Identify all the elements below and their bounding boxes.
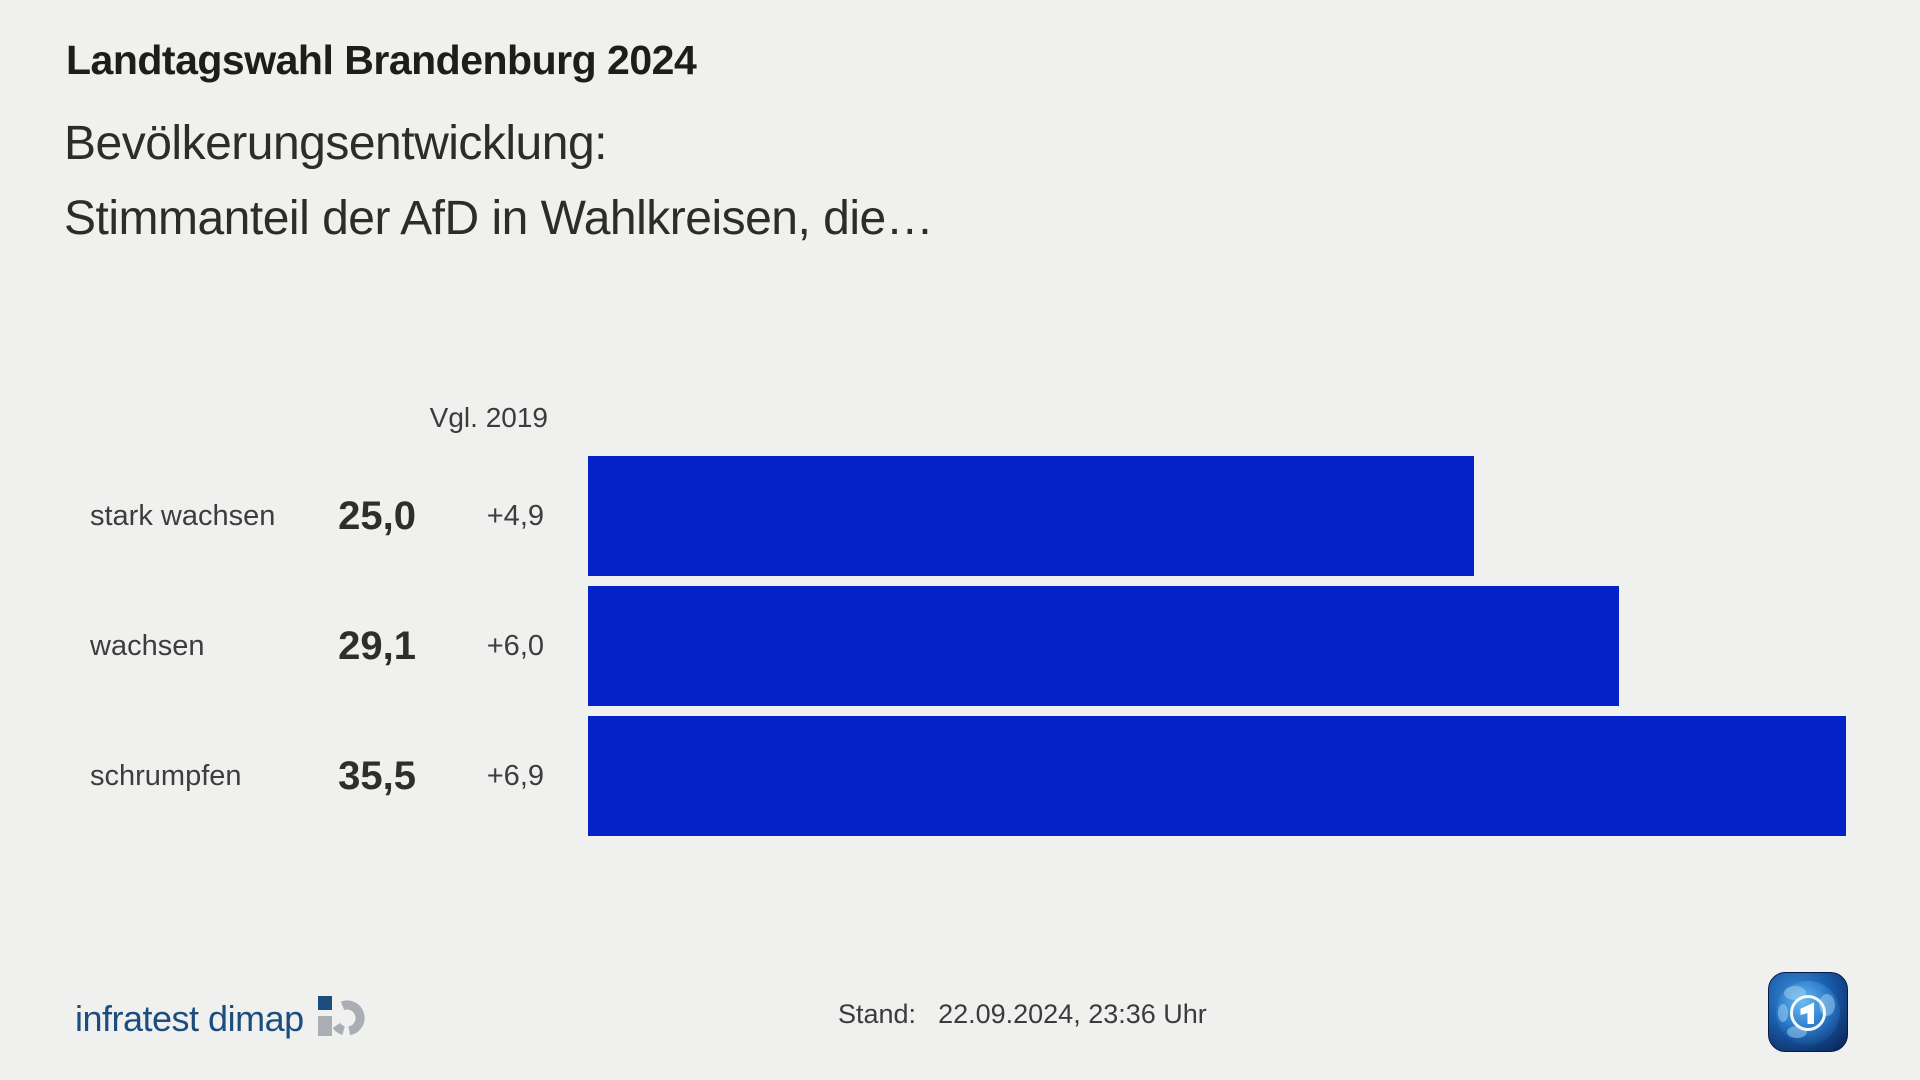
- timestamp: Stand: 22.09.2024, 23:36 Uhr: [838, 1001, 1207, 1028]
- infratest-dimap-logo: infratest dimap: [75, 990, 365, 1043]
- value-label: 25,0: [338, 493, 416, 538]
- table-row: schrumpfen 35,5 +6,9: [0, 711, 1920, 841]
- timestamp-value: 22.09.2024, 23:36 Uhr: [938, 999, 1207, 1029]
- change-vs-2019-label: +6,9: [486, 759, 544, 792]
- timestamp-label: Stand:: [838, 999, 917, 1029]
- value-label: 29,1: [338, 623, 416, 668]
- bar: [588, 586, 1620, 706]
- chart-title-line1: Bevölkerungsentwicklung:: [64, 117, 607, 170]
- category-label: stark wachsen: [90, 499, 276, 532]
- chart-title-line2: Stimmanteil der AfD in Wahlkreisen, die…: [64, 192, 934, 245]
- bar-track: [588, 586, 1846, 706]
- kicker-title: Landtagswahl Brandenburg 2024: [66, 37, 697, 83]
- comparison-column-header: Vgl. 2019: [429, 402, 548, 433]
- value-label: 35,5: [338, 753, 416, 798]
- change-vs-2019-label: +4,9: [486, 499, 544, 532]
- bar: [588, 716, 1846, 836]
- infratest-dimap-logo-text: infratest dimap: [75, 997, 304, 1039]
- table-row: stark wachsen 25,0 +4,9: [0, 451, 1920, 581]
- category-label: wachsen: [90, 629, 205, 662]
- category-label: schrumpfen: [90, 759, 242, 792]
- bar-chart: stark wachsen 25,0 +4,9 wachsen 29,1 +6,…: [0, 451, 1920, 841]
- bar-track: [588, 716, 1846, 836]
- change-vs-2019-label: +6,0: [486, 629, 544, 662]
- ard-tagesschau-icon: [1768, 972, 1848, 1052]
- bar-track: [588, 456, 1846, 576]
- table-row: wachsen 29,1 +6,0: [0, 581, 1920, 711]
- infratest-dimap-logo-icon: [317, 990, 365, 1043]
- bar: [588, 456, 1474, 576]
